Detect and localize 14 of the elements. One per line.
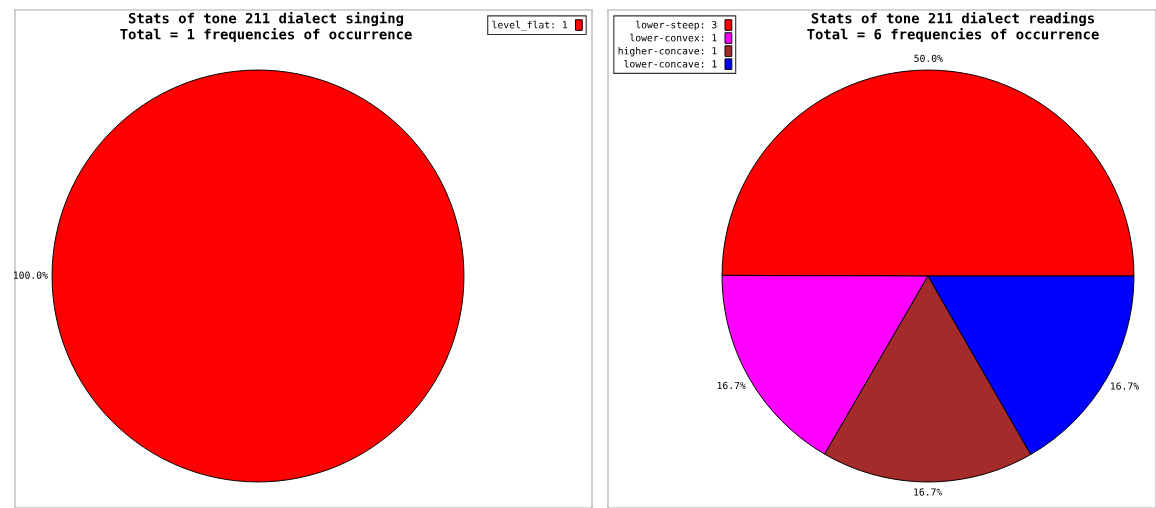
- legend-label: lower-convex: 1: [630, 33, 717, 42]
- data-label: 16.7%: [717, 381, 746, 390]
- legend-label: lower-concave: 1: [624, 59, 717, 68]
- legend-label: level_flat: 1: [492, 20, 568, 31]
- text: Total = 1 frequencies of occurrence: [120, 27, 412, 43]
- text: Total = 6 frequencies of occurrence: [807, 27, 1099, 43]
- data-label: 100.0%: [13, 271, 48, 279]
- data-label: 50.0%: [914, 54, 943, 62]
- data-label: 16.7%: [1111, 382, 1139, 390]
- chart-title: Stats of tone 211 dialect singing: [128, 11, 404, 27]
- chart-title: Stats of tone 211 dialect readings: [811, 11, 1095, 27]
- slice-label: lower-steep: 3: [636, 20, 717, 31]
- legend-label: higher-concave: 1: [618, 46, 717, 57]
- data-label: 16.7%: [914, 488, 943, 496]
